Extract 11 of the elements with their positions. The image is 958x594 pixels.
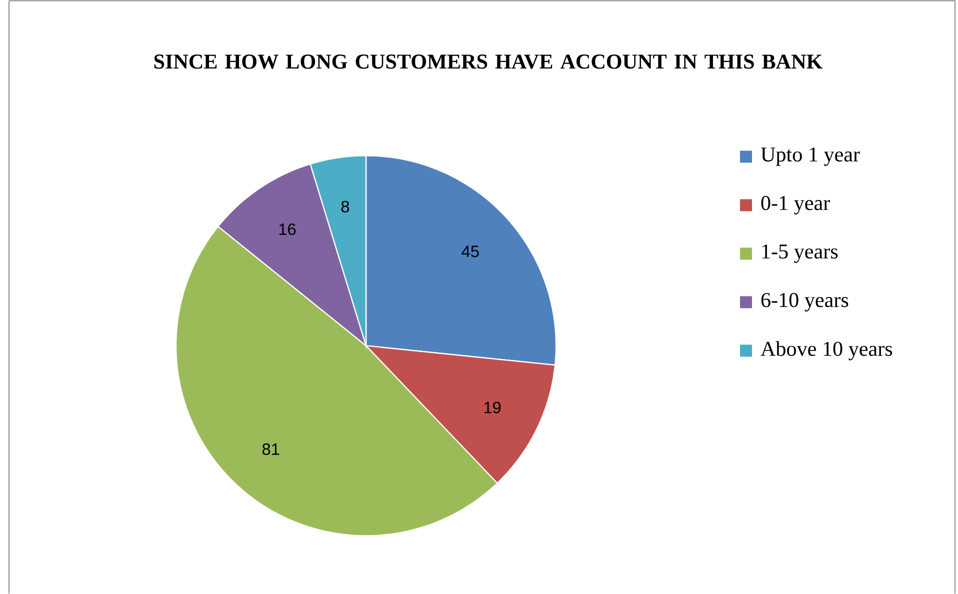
- legend-label: 1-5 years: [762, 244, 838, 263]
- chart-title: SINCE HOW LONG CUSTOMERS HAVE ACCOUNT IN THIS BANK: [154, 54, 823, 69]
- data-label: 8: [341, 200, 350, 212]
- data-label: 19: [484, 402, 501, 414]
- legend-label: Upto 1 year: [760, 147, 860, 166]
- data-label: 45: [462, 246, 479, 257]
- legend-label: Above 10 years: [760, 340, 892, 360]
- data-label: 81: [262, 443, 280, 455]
- legend-label: 0-1 year: [761, 196, 830, 214]
- data-label: 16: [279, 223, 296, 235]
- legend-label: 6-10 years: [761, 292, 848, 312]
